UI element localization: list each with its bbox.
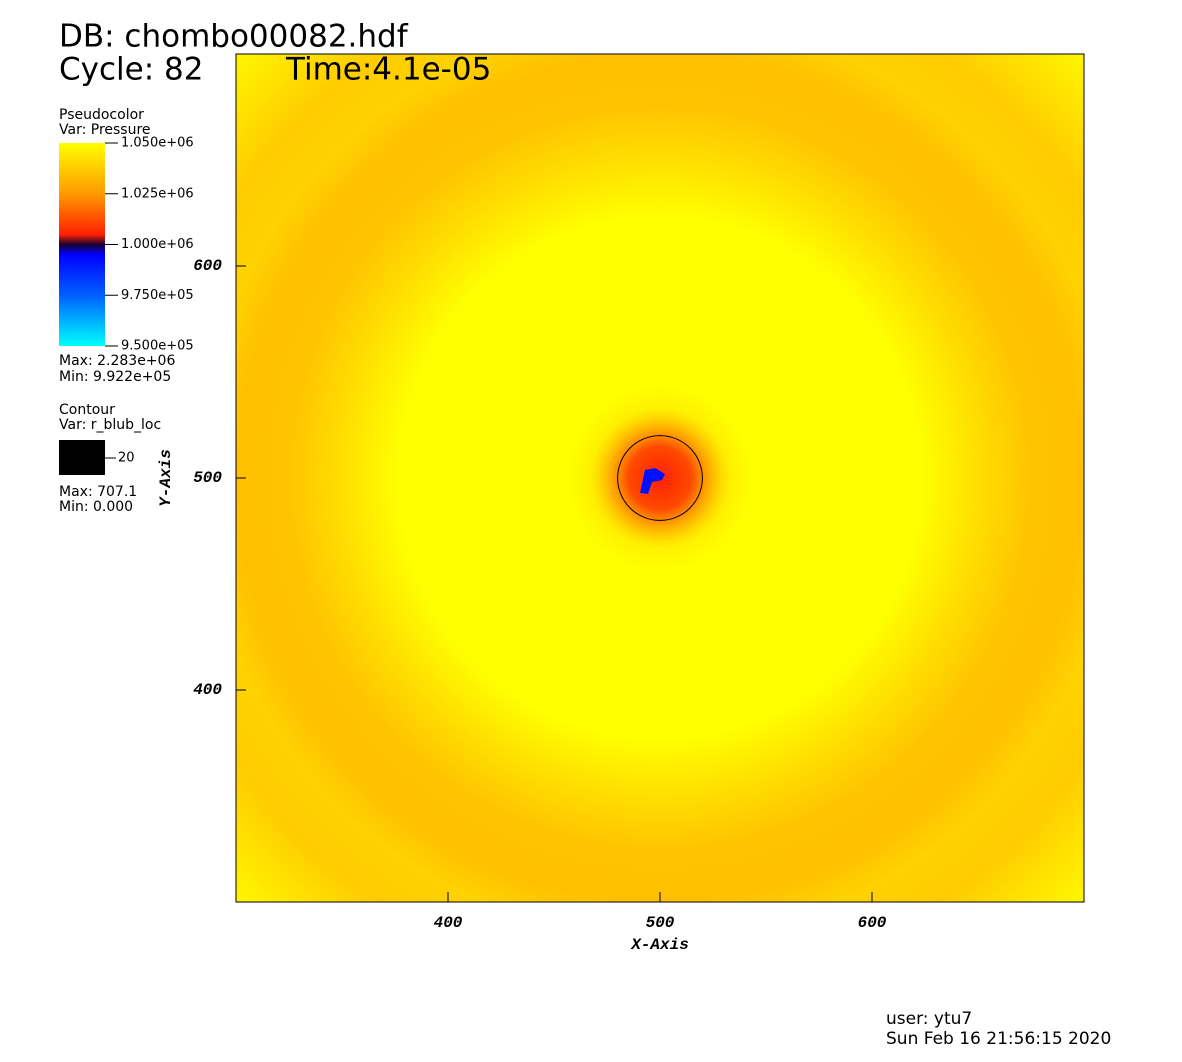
legend-var: Var: Pressure <box>59 122 151 138</box>
contour-min: Min: 0.000 <box>59 499 133 515</box>
contour-var: Var: r_blub_loc <box>59 417 161 433</box>
time: Time:4.1e-05 <box>285 52 491 88</box>
colorbar-tick-label: 9.500e+05 <box>121 339 194 354</box>
contour-max: Max: 707.1 <box>59 484 137 500</box>
db-title: DB: chombo00082.hdf <box>59 19 409 55</box>
colorbar-tick-label: 1.050e+06 <box>121 136 194 151</box>
y-tick-label: 500 <box>193 469 222 487</box>
low-pressure-core <box>640 468 665 494</box>
date: Sun Feb 16 21:56:15 2020 <box>886 1029 1111 1049</box>
y-tick-label: 600 <box>193 257 222 275</box>
x-axis-label: X-Axis <box>630 936 689 954</box>
contour-level-label: 20 <box>118 451 135 466</box>
cycle: Cycle: 82 <box>59 52 203 88</box>
field-image <box>236 54 1084 902</box>
legend-min: Min: 9.922e+05 <box>59 369 171 385</box>
colorbar-tick-label: 1.000e+06 <box>121 237 194 252</box>
y-axis-label: Y-Axis <box>157 449 175 507</box>
colorbar-tick-label: 1.025e+06 <box>121 186 194 201</box>
contour-plot-name: Contour <box>59 402 115 418</box>
legend-plot-name: Pseudocolor <box>59 107 144 123</box>
user: user: ytu7 <box>886 1009 972 1029</box>
x-tick-label: 600 <box>858 914 887 932</box>
x-tick-label: 400 <box>434 914 463 932</box>
legend-max: Max: 2.283e+06 <box>59 353 175 369</box>
colorbar-tick-label: 9.750e+05 <box>121 288 194 303</box>
contour-line <box>617 435 703 521</box>
colorbar <box>59 143 105 346</box>
y-tick-label: 400 <box>193 681 222 699</box>
contour-swatch <box>59 440 105 475</box>
x-tick-label: 500 <box>646 914 675 932</box>
